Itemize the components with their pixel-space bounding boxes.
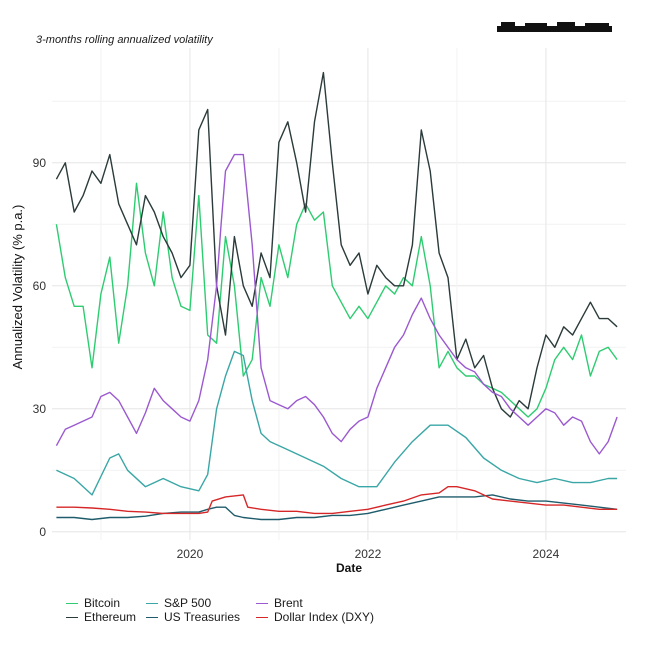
y-axis-title: Annualized Volatility (% p.a.)	[10, 205, 25, 370]
legend-label: Ethereum	[84, 610, 137, 624]
legend-item-bitcoin: Bitcoin	[66, 596, 146, 610]
legend-key-sp500	[146, 602, 158, 604]
y-tick-label: 60	[33, 279, 47, 293]
volatility-chart: 0 30 60 90 2020 2022 2024 Annualized Volatili…	[10, 48, 626, 575]
legend-item-dxy: Dollar Index (DXY)	[256, 610, 374, 624]
x-tick-label: 2024	[533, 547, 560, 561]
y-tick-labels: 0 30 60 90	[33, 156, 47, 539]
legend-label: Bitcoin	[84, 596, 121, 610]
legend-key-brent	[256, 602, 268, 604]
x-tick-label: 2022	[355, 547, 382, 561]
y-tick-label: 0	[39, 525, 46, 539]
brand-logo	[497, 22, 612, 32]
series-line-brent	[55, 153, 618, 455]
legend-key-us-treasuries	[146, 616, 158, 618]
x-axis-title: Date	[336, 561, 362, 575]
series-line-bitcoin	[55, 182, 618, 418]
legend-label: Brent	[274, 596, 303, 610]
legend-key-bitcoin	[66, 602, 78, 604]
legend-item-ethereum: Ethereum	[66, 610, 146, 624]
legend-key-dxy	[256, 616, 268, 618]
series-line-s-p-500	[56, 350, 618, 496]
legend-item-sp500: S&P 500	[146, 596, 256, 610]
legend-row: Ethereum US Treasuries Dollar Index (DXY…	[66, 610, 374, 624]
chart-subtitle: 3-months rolling annualized volatility	[36, 34, 213, 46]
grid-lines	[52, 48, 626, 540]
legend-item-us-treasuries: US Treasuries	[146, 610, 256, 624]
x-tick-labels: 2020 2022 2024	[177, 547, 560, 561]
legend-row: Bitcoin S&P 500 Brent	[66, 596, 374, 610]
legend-label: US Treasuries	[164, 610, 241, 624]
y-tick-label: 90	[33, 156, 47, 170]
y-tick-label: 30	[33, 402, 47, 416]
legend-item-brent: Brent	[256, 596, 303, 610]
x-tick-label: 2020	[177, 547, 204, 561]
series-line-dollar-index-dxy	[56, 486, 618, 515]
legend-label: Dollar Index (DXY)	[274, 610, 375, 624]
series-line-us-treasuries	[56, 494, 618, 521]
series-line-ethereum	[55, 71, 618, 418]
series-lines	[55, 71, 618, 521]
legend: Bitcoin S&P 500 Brent Ethereum US Treasu…	[66, 596, 374, 624]
legend-key-ethereum	[66, 616, 78, 618]
legend-label: S&P 500	[164, 596, 212, 610]
